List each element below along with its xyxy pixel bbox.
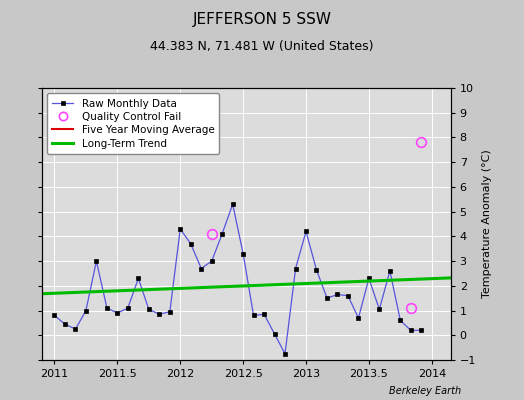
Text: 44.383 N, 71.481 W (United States): 44.383 N, 71.481 W (United States): [150, 40, 374, 53]
Raw Monthly Data: [125, 306, 131, 310]
Raw Monthly Data: [324, 296, 330, 300]
Raw Monthly Data: [334, 292, 341, 297]
Legend: Raw Monthly Data, Quality Control Fail, Five Year Moving Average, Long-Term Tren: Raw Monthly Data, Quality Control Fail, …: [47, 93, 220, 154]
Raw Monthly Data: [250, 313, 257, 318]
Raw Monthly Data: [376, 307, 383, 312]
Raw Monthly Data: [83, 308, 89, 313]
Raw Monthly Data: [114, 311, 121, 316]
Raw Monthly Data: [366, 276, 372, 281]
Line: Raw Monthly Data: Raw Monthly Data: [52, 202, 423, 356]
Raw Monthly Data: [408, 328, 414, 333]
Raw Monthly Data: [230, 202, 236, 207]
Raw Monthly Data: [240, 251, 246, 256]
Raw Monthly Data: [282, 352, 288, 356]
Raw Monthly Data: [355, 316, 362, 320]
Raw Monthly Data: [104, 306, 110, 310]
Raw Monthly Data: [72, 327, 79, 332]
Raw Monthly Data: [303, 229, 309, 234]
Y-axis label: Temperature Anomaly (°C): Temperature Anomaly (°C): [482, 150, 492, 298]
Raw Monthly Data: [62, 322, 68, 326]
Raw Monthly Data: [292, 266, 299, 271]
Raw Monthly Data: [198, 266, 204, 271]
Text: Berkeley Earth: Berkeley Earth: [389, 386, 461, 396]
Raw Monthly Data: [271, 332, 278, 336]
Raw Monthly Data: [397, 318, 403, 323]
Text: JEFFERSON 5 SSW: JEFFERSON 5 SSW: [192, 12, 332, 27]
Raw Monthly Data: [177, 226, 183, 231]
Raw Monthly Data: [387, 268, 393, 273]
Raw Monthly Data: [219, 232, 225, 236]
Raw Monthly Data: [313, 267, 320, 272]
Raw Monthly Data: [209, 259, 215, 264]
Raw Monthly Data: [261, 312, 267, 317]
Raw Monthly Data: [167, 309, 173, 314]
Raw Monthly Data: [51, 313, 58, 318]
Raw Monthly Data: [345, 293, 351, 298]
Raw Monthly Data: [146, 307, 152, 312]
Raw Monthly Data: [135, 276, 141, 281]
Raw Monthly Data: [418, 328, 424, 333]
Raw Monthly Data: [93, 259, 100, 264]
Raw Monthly Data: [156, 312, 162, 317]
Raw Monthly Data: [188, 241, 194, 246]
